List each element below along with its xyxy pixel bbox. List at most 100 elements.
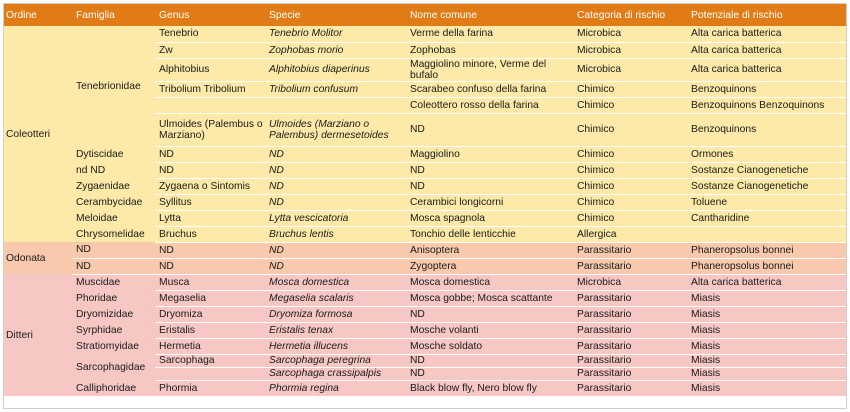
species-cell: Tribolium confusum — [265, 81, 406, 98]
table-row: Sarcophaga crassipalpis ND Parassitario Mia… — [4, 367, 846, 381]
table-row: Ditteri Muscidae Musca Mosca domestica Mosca… — [4, 274, 846, 396]
common-name-cell: Black blow fly, Nero blow fly — [406, 380, 573, 397]
common-name-cell: Zophobas — [406, 42, 573, 59]
risk-table-sheet: Ordine Famiglia Genus Specie Nome comune… — [3, 3, 847, 409]
table-row: Zygaenidae Zygaena o Sintomis ND ND Chimico S… — [4, 178, 846, 195]
species-cell: ND — [265, 178, 406, 195]
species-cell: Lytta vescicatoria — [265, 210, 406, 227]
genus-cell: Zw — [155, 42, 265, 59]
table-row: Odonata ND ND ND Anisoptera Parassitario Phane… — [4, 242, 846, 274]
common-name-cell: ND — [406, 178, 573, 195]
common-name-cell: Zygoptera — [406, 258, 573, 275]
family-cell: Calliphoridae — [72, 380, 155, 396]
species-cell: ND — [265, 242, 406, 259]
risk-potential-cell: Phaneropsolus bonnei — [687, 242, 846, 259]
risk-category-cell: Chimico — [573, 81, 687, 98]
common-name-cell: Coleottero rosso della farina — [406, 97, 573, 114]
family-cell: Syrphidae — [72, 322, 155, 338]
species-cell: Tenebrio Molitor — [265, 26, 406, 43]
family-cell: Sarcophagidae — [72, 354, 155, 380]
risk-category-cell: Chimico — [573, 178, 687, 195]
risk-category-cell: Parassitario — [573, 322, 687, 339]
table-row: Ulmoides (Palembus o Marziano) Ulmoides (… — [4, 113, 846, 147]
risk-potential-cell: Benzoquinons Benzoquinons — [687, 97, 846, 114]
genus-cell: Musca — [155, 274, 265, 291]
risk-potential-cell: Ormones — [687, 146, 846, 163]
family-cell: Dytiscidae — [72, 146, 155, 162]
table-row: Coleotteri Tenebrionidae Tenebrio Tenebrio … — [4, 26, 846, 242]
genus-cell: Megaselia — [155, 290, 265, 307]
common-name-cell: Mosca spagnola — [406, 210, 573, 227]
header-genus: Genus — [155, 4, 265, 26]
risk-category-cell: Chimico — [573, 194, 687, 211]
header-ordine: Ordine — [4, 4, 72, 26]
table-row: ND ND ND Zygoptera Parassitario Phaneropsolus… — [4, 258, 846, 275]
risk-potential-cell: Toluene — [687, 194, 846, 211]
common-name-cell: Maggiolino — [406, 146, 573, 163]
table-row: Meloidae Lytta Lytta vescicatoria Mosca spa… — [4, 210, 846, 227]
risk-category-cell: Allergica — [573, 226, 687, 243]
common-name-cell: Scarabeo confuso della farina — [406, 81, 573, 98]
table-row: Dytiscidae ND ND Maggiolino Chimico Ormones — [4, 146, 846, 163]
genus-cell: ND — [155, 258, 265, 275]
family-cell: Stratiomyidae — [72, 338, 155, 354]
species-cell — [265, 97, 406, 114]
risk-potential-cell: Miasis — [687, 380, 846, 397]
risk-potential-cell: Benzoquinons — [687, 81, 846, 98]
common-name-cell: ND — [406, 113, 573, 147]
table-row: Tribolium Tribolium Tribolium confusum Sca… — [4, 81, 846, 98]
common-name-cell: Anisoptera — [406, 242, 573, 259]
table-row: Coleottero rosso della farina Chimico Benz… — [4, 97, 846, 114]
species-cell: Zophobas morio — [265, 42, 406, 59]
genus-cell: Tribolium Tribolium — [155, 81, 265, 98]
header-row: Ordine Famiglia Genus Specie Nome comune… — [4, 4, 846, 26]
family-cell: Chrysomelidae — [72, 226, 155, 242]
table-row: Sarcophagidae Sarcophaga Sarcophaga peregr… — [4, 354, 846, 380]
common-name-cell: Cerambici longicorni — [406, 194, 573, 211]
genus-cell — [155, 97, 265, 114]
order-cell: Coleotteri — [4, 26, 72, 242]
common-name-cell: ND — [406, 367, 573, 381]
genus-cell: Syllitus — [155, 194, 265, 211]
genus-cell: Bruchus — [155, 226, 265, 243]
species-cell: Mosca domestica — [265, 274, 406, 291]
family-cell: ND — [72, 242, 155, 259]
family-cell: Zygaenidae — [72, 178, 155, 194]
risk-potential-cell: Miasis — [687, 367, 846, 381]
genus-cell — [155, 367, 265, 381]
risk-potential-cell: Sostanze Cianogenetiche — [687, 162, 846, 179]
genus-cell: Dryomiza — [155, 306, 265, 323]
risk-category-cell: Parassitario — [573, 354, 687, 368]
species-cell: Sarcophaga crassipalpis — [265, 367, 406, 381]
species-cell: ND — [265, 258, 406, 275]
table-row: Zw Zophobas morio Zophobas Microbica Alta ca… — [4, 42, 846, 59]
family-cell: Phoridae — [72, 290, 155, 306]
risk-potential-cell: Alta carica batterica — [687, 26, 846, 43]
table-row: Alphitobius Alphitobius diaperinus Maggiol… — [4, 58, 846, 82]
risk-potential-cell: Phaneropsolus bonnei — [687, 258, 846, 275]
order-cell: Ditteri — [4, 274, 72, 396]
risk-category-cell: Parassitario — [573, 306, 687, 323]
family-cell: Cerambycidae — [72, 194, 155, 210]
risk-potential-cell: Miasis — [687, 322, 846, 339]
species-cell: Hermetia illucens — [265, 338, 406, 355]
order-cell: Odonata — [4, 242, 72, 274]
common-name-cell: ND — [406, 306, 573, 323]
species-cell: ND — [265, 146, 406, 163]
risk-category-cell: Microbica — [573, 42, 687, 59]
header-specie: Specie — [265, 4, 406, 26]
risk-category-cell: Parassitario — [573, 380, 687, 397]
family-cell: Meloidae — [72, 210, 155, 226]
family-cell: ND — [72, 258, 155, 275]
common-name-cell: Tonchio delle lenticchie — [406, 226, 573, 243]
common-name-cell: Maggiolino minore, Verme del bufalo — [406, 58, 573, 82]
table-row: Calliphoridae Phormia Phormia regina Black … — [4, 380, 846, 397]
genus-cell: Sarcophaga — [155, 354, 265, 368]
risk-category-cell: Parassitario — [573, 242, 687, 259]
species-cell: Sarcophaga peregrina — [265, 354, 406, 368]
common-name-cell: ND — [406, 354, 573, 368]
common-name-cell: Mosche volanti — [406, 322, 573, 339]
insect-risk-table: Ordine Famiglia Genus Specie Nome comune… — [4, 4, 846, 397]
risk-potential-cell: Miasis — [687, 306, 846, 323]
common-name-cell: Mosca domestica — [406, 274, 573, 291]
